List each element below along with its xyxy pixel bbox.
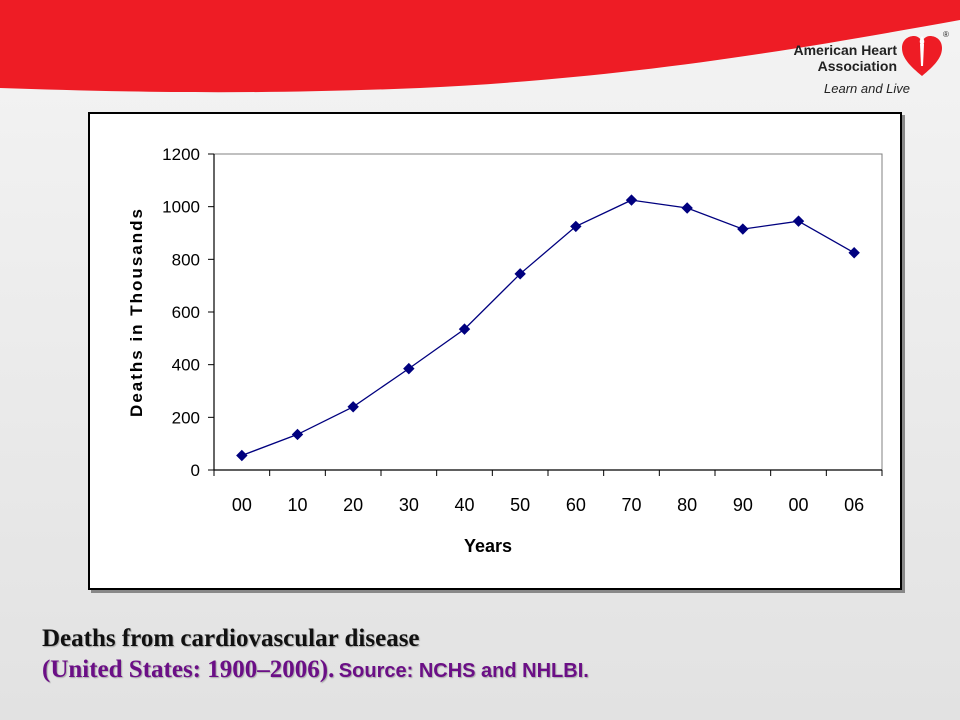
chart-frame: 0 200 400 600 800 1000 1200 00 10 20 30 40 50 60 70 80 9…: [88, 112, 902, 590]
chart-axes: [213, 153, 883, 471]
data-point-marker: [625, 194, 638, 206]
plot-area-border: [213, 153, 883, 471]
y-axis-label: Deaths in Thousands: [127, 207, 146, 417]
data-point-marker: [347, 401, 359, 413]
chart-ticks: 0 200 400 600 800 1000 1200 00 10 20 30 40 50 60 70 80 9…: [162, 145, 883, 515]
data-point-marker: [403, 362, 415, 375]
data-point-marker: [681, 202, 693, 214]
series-line: [241, 199, 855, 457]
data-point-marker: [458, 323, 471, 335]
x-tick-label: 70: [621, 495, 641, 515]
aha-logo: American Heart Association ® Learn and L…: [780, 30, 950, 100]
x-tick-label: 60: [566, 495, 586, 515]
series-markers: [236, 194, 860, 462]
x-tick-label: 06: [844, 495, 864, 515]
y-tick-label: 0: [191, 461, 200, 480]
heart-torch-icon: [902, 36, 942, 76]
line-chart: 0 200 400 600 800 1000 1200 00 10 20 30 40 50 60 70 80 9…: [127, 145, 883, 556]
y-tick-label: 600: [172, 303, 200, 322]
x-tick-label: 00: [788, 495, 808, 515]
header-banner: [0, 0, 960, 93]
caption-title: Deaths from cardiovascular disease: [42, 625, 420, 652]
data-point-marker: [291, 428, 304, 441]
caption-range: (United States: 1900–2006).: [42, 656, 335, 683]
red-swoosh: [0, 0, 960, 93]
x-tick-label: 20: [343, 495, 363, 515]
x-tick-label: 10: [287, 495, 307, 515]
x-tick-label: 80: [677, 495, 697, 515]
x-tick-label: 00: [232, 495, 252, 515]
x-tick-label: 30: [399, 495, 419, 515]
x-tick-label: 50: [510, 495, 530, 515]
data-point-marker: [236, 449, 248, 462]
caption-source: Source: NCHS and NHLBI.: [338, 660, 589, 682]
x-tick-label: 90: [733, 495, 753, 515]
slide-caption: Deaths from cardiovascular disease (Unit…: [42, 624, 942, 689]
y-tick-label: 800: [172, 250, 200, 269]
y-tick-label: 400: [172, 356, 200, 375]
logo-name: American Heart Association: [793, 42, 898, 74]
data-point-marker: [514, 268, 526, 280]
logo-tagline: Learn and Live: [824, 81, 911, 96]
data-point-marker: [848, 247, 860, 259]
x-axis-label: Years: [464, 536, 512, 556]
data-point-marker: [792, 215, 805, 227]
x-tick-label: 40: [454, 495, 474, 515]
y-tick-label: 200: [172, 408, 200, 427]
data-point-marker: [570, 220, 582, 233]
registered-mark: ®: [943, 30, 949, 39]
y-tick-label: 1200: [162, 145, 200, 164]
data-point-marker: [737, 223, 749, 235]
y-tick-label: 1000: [162, 198, 200, 217]
